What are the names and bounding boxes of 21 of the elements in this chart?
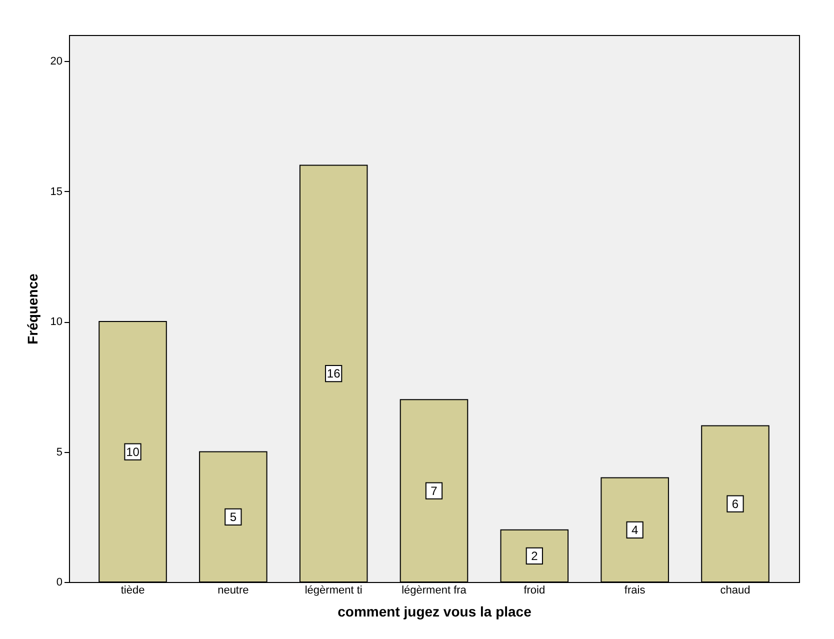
data-label: 2 — [531, 548, 538, 563]
y-tick-label: 5 — [56, 446, 62, 458]
data-label: 16 — [326, 366, 341, 381]
x-tick-label: neutre — [218, 584, 249, 596]
y-tick-label: 15 — [50, 186, 62, 198]
x-tick-label: légèrment fra — [402, 584, 468, 596]
y-tick-label: 20 — [50, 56, 62, 68]
data-label: 6 — [732, 496, 739, 511]
y-axis-title: Fréquence — [24, 273, 40, 344]
x-tick-label: chaud — [720, 584, 750, 596]
y-tick-label: 10 — [50, 316, 62, 328]
data-label: 4 — [631, 522, 638, 537]
x-axis-title: comment jugez vous la place — [338, 604, 532, 620]
x-tick-label: froid — [524, 584, 546, 596]
x-tick-label: tiède — [120, 584, 145, 596]
x-tick-label: frais — [624, 584, 646, 596]
x-tick-label: légèrment ti — [304, 584, 362, 596]
data-label: 5 — [230, 510, 237, 524]
data-label: 10 — [126, 444, 140, 459]
data-label: 7 — [430, 484, 438, 498]
y-tick-label: 0 — [56, 576, 62, 588]
